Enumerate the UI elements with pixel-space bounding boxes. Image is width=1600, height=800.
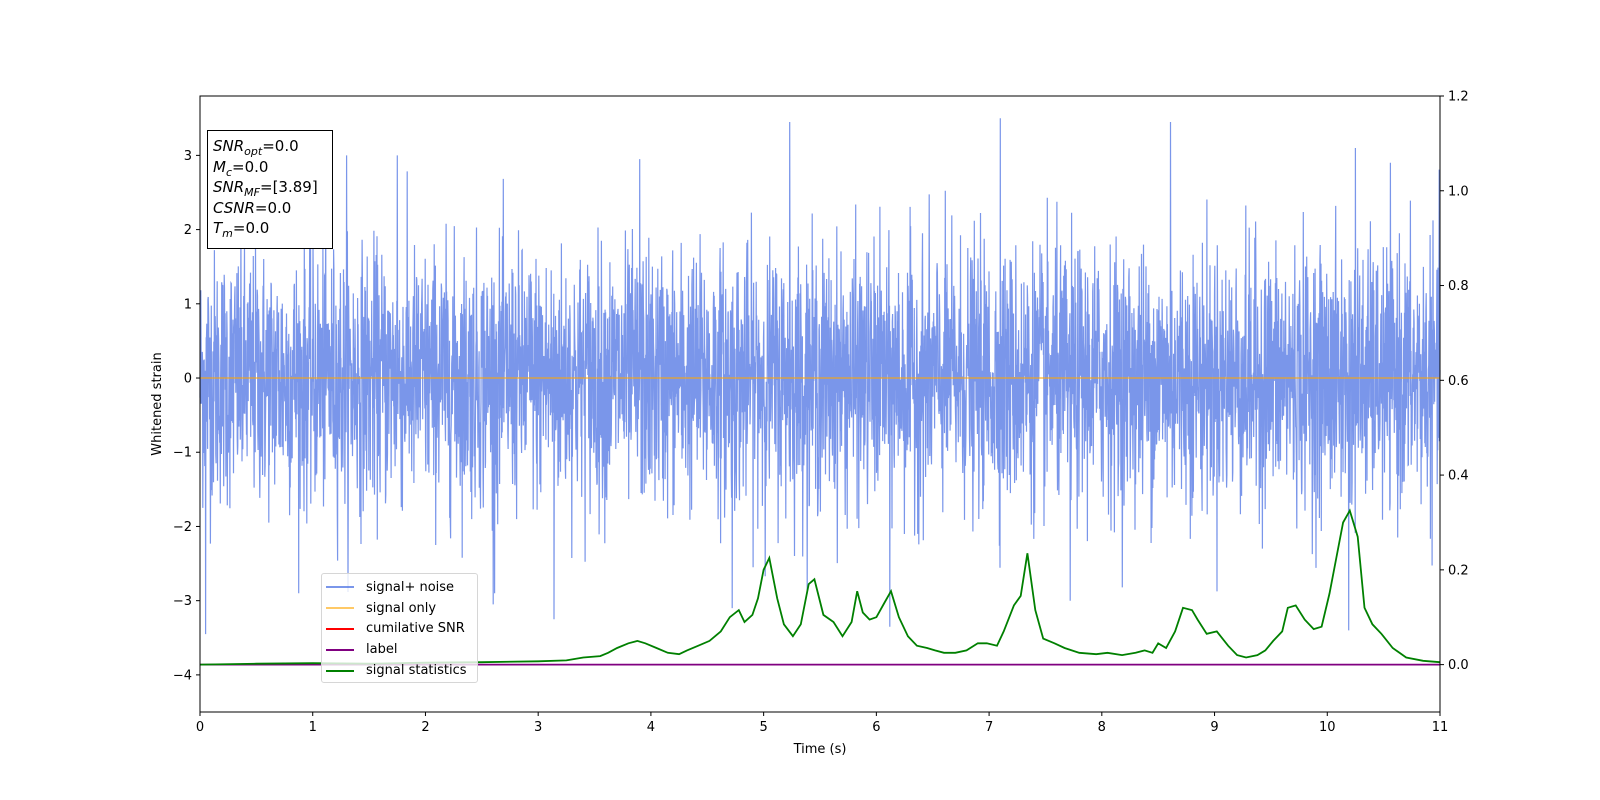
legend-swatch (326, 607, 354, 610)
signal-statistics-line (199, 508, 1441, 666)
signal-noise-line (199, 118, 1441, 635)
y-tick-label: 1 (184, 297, 192, 312)
y2-tick-label: 1.0 (1448, 184, 1469, 199)
tm-line: Tm=0.0 (213, 219, 270, 240)
legend: signal+ noise signal only cumilative SNR… (321, 573, 478, 683)
csnr-line: CSNR=0.0 (213, 198, 292, 217)
legend-label: signal only (366, 600, 437, 616)
legend-swatch (326, 648, 354, 651)
legend-swatch (326, 669, 354, 672)
mc-line: Mc=0.0 (213, 157, 269, 179)
x-tick-label: 1 (309, 720, 317, 735)
y2-tick-label: 0.8 (1448, 279, 1469, 294)
x-tick-label: 11 (1432, 720, 1449, 735)
signal-noise-series (199, 118, 1441, 635)
stats-annotation-box: SNRopt=0.0 Mc=0.0 SNRMF=[3.89] CSNR=0.0 … (207, 130, 333, 249)
y-tick-label: 3 (184, 149, 192, 164)
snr-opt-line: SNRopt=0.0 (213, 137, 299, 158)
y-tick-label: 2 (184, 223, 192, 238)
plot-frame (199, 95, 1441, 713)
snr-mf-line: SNRMF=[3.89] (213, 178, 318, 199)
x-tick-label: 9 (1210, 720, 1218, 735)
x-tick-label: 2 (421, 720, 429, 735)
x-tick-label: 3 (534, 720, 542, 735)
y-tick-label: 0 (184, 372, 192, 387)
legend-swatch (326, 627, 354, 630)
x-tick-label: 8 (1098, 720, 1106, 735)
legend-item-signal-statistics: signal statistics (326, 660, 477, 681)
y-tick-label: −1 (173, 446, 192, 461)
x-tick-label: 6 (872, 720, 880, 735)
legend-item-cumulative-snr: cumilative SNR (326, 619, 477, 640)
y2-tick-label: 0.2 (1448, 563, 1469, 578)
x-tick-label: 10 (1319, 720, 1336, 735)
y-tick-label: −4 (173, 668, 192, 683)
y2-tick-label: 1.2 (1448, 90, 1469, 105)
x-tick-label: 7 (985, 720, 993, 735)
y-axis-title: Whitened strain (150, 352, 165, 455)
legend-item-signal-noise: signal+ noise (326, 577, 477, 598)
y-tick-label: −3 (173, 594, 192, 609)
legend-label: label (366, 642, 398, 658)
axis-ticks: 0 1 2 3 4 5 6 7 8 9 10 113210−1−2−3−41.21.00.80.60.… (173, 90, 1469, 736)
y-tick-label: −2 (173, 520, 192, 535)
legend-item-label: label (326, 639, 477, 660)
legend-label: signal statistics (366, 663, 467, 679)
legend-label: signal+ noise (366, 579, 455, 595)
legend-item-signal-only: signal only (326, 598, 477, 619)
legend-label: cumilative SNR (366, 621, 465, 637)
x-tick-label: 5 (759, 720, 767, 735)
x-axis-title: Time (s) (793, 742, 847, 757)
y2-tick-label: 0.6 (1448, 374, 1469, 389)
legend-swatch (326, 586, 354, 589)
y2-tick-label: 0.0 (1448, 658, 1469, 673)
x-tick-label: 0 (196, 720, 204, 735)
y2-tick-label: 0.4 (1448, 469, 1469, 484)
x-tick-label: 4 (647, 720, 655, 735)
